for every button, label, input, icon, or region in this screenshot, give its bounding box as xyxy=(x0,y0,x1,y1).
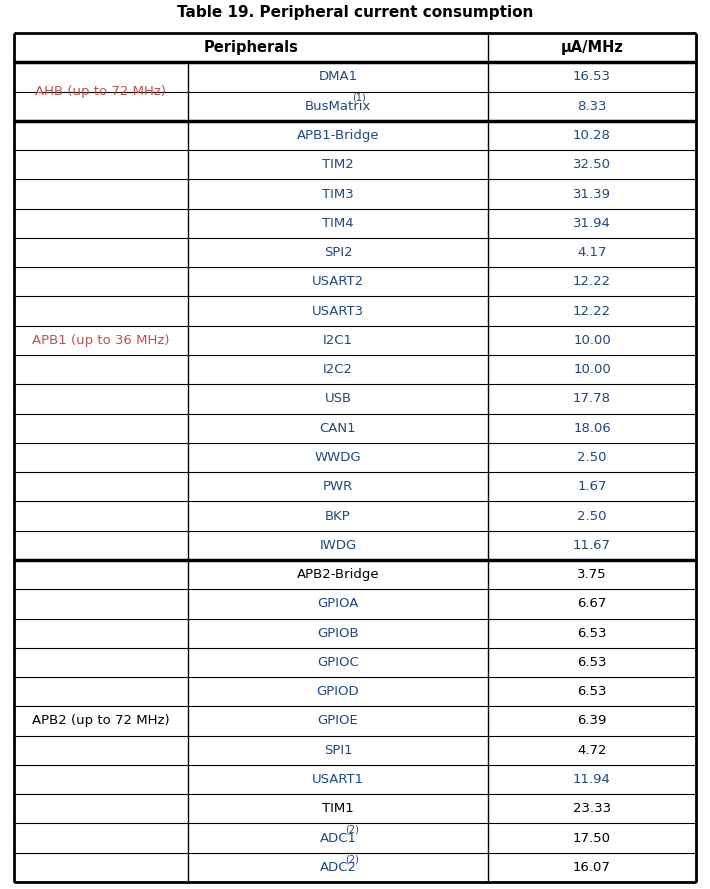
Text: APB2-Bridge: APB2-Bridge xyxy=(297,568,379,581)
Text: BKP: BKP xyxy=(325,509,351,523)
Text: USART3: USART3 xyxy=(312,305,364,317)
Text: TIM2: TIM2 xyxy=(322,158,354,172)
Text: 16.53: 16.53 xyxy=(573,70,611,84)
Text: SPI2: SPI2 xyxy=(324,246,352,259)
Text: AHB (up to 72 MHz): AHB (up to 72 MHz) xyxy=(36,85,166,98)
Text: GPIOA: GPIOA xyxy=(317,597,359,611)
Text: 4.72: 4.72 xyxy=(577,744,607,757)
Text: 11.67: 11.67 xyxy=(573,539,611,552)
Text: 32.50: 32.50 xyxy=(573,158,611,172)
Text: APB1 (up to 36 MHz): APB1 (up to 36 MHz) xyxy=(32,334,170,347)
Text: 31.94: 31.94 xyxy=(573,217,611,229)
Text: GPIOE: GPIOE xyxy=(317,715,359,727)
Text: TIM1: TIM1 xyxy=(322,802,354,815)
Text: Table 19. Peripheral current consumption: Table 19. Peripheral current consumption xyxy=(177,5,533,20)
Text: 11.94: 11.94 xyxy=(573,773,611,786)
Text: μA/MHz: μA/MHz xyxy=(561,40,623,55)
Text: IWDG: IWDG xyxy=(320,539,356,552)
Text: (2): (2) xyxy=(344,825,359,835)
Text: 10.28: 10.28 xyxy=(573,129,611,142)
Text: DMA1: DMA1 xyxy=(318,70,358,84)
Text: 4.17: 4.17 xyxy=(577,246,607,259)
Text: 12.22: 12.22 xyxy=(573,305,611,317)
Text: 12.22: 12.22 xyxy=(573,276,611,288)
Text: 1.67: 1.67 xyxy=(577,480,607,493)
Text: Peripherals: Peripherals xyxy=(204,40,298,55)
Text: ADC1: ADC1 xyxy=(320,831,356,845)
Text: PWR: PWR xyxy=(323,480,353,493)
Text: I2C2: I2C2 xyxy=(323,364,353,376)
Text: 6.53: 6.53 xyxy=(577,627,607,640)
Text: GPIOC: GPIOC xyxy=(317,656,359,669)
Text: SPI1: SPI1 xyxy=(324,744,352,757)
Text: 6.53: 6.53 xyxy=(577,685,607,698)
Text: 6.67: 6.67 xyxy=(577,597,606,611)
Text: GPIOD: GPIOD xyxy=(317,685,359,698)
Text: APB2 (up to 72 MHz): APB2 (up to 72 MHz) xyxy=(32,715,170,727)
Text: 17.78: 17.78 xyxy=(573,392,611,405)
Text: 8.33: 8.33 xyxy=(577,100,607,113)
Text: (2): (2) xyxy=(344,854,359,864)
Text: WWDG: WWDG xyxy=(315,451,361,464)
Text: 2.50: 2.50 xyxy=(577,451,607,464)
Text: 17.50: 17.50 xyxy=(573,831,611,845)
Text: APB1-Bridge: APB1-Bridge xyxy=(297,129,379,142)
Text: BusMatrix: BusMatrix xyxy=(305,100,371,113)
Text: USART1: USART1 xyxy=(312,773,364,786)
Text: 6.53: 6.53 xyxy=(577,656,607,669)
Text: GPIOB: GPIOB xyxy=(317,627,359,640)
Text: 2.50: 2.50 xyxy=(577,509,607,523)
Text: 10.00: 10.00 xyxy=(573,334,611,347)
Text: CAN1: CAN1 xyxy=(320,421,356,435)
Text: I2C1: I2C1 xyxy=(323,334,353,347)
Text: 6.39: 6.39 xyxy=(577,715,606,727)
Text: 16.07: 16.07 xyxy=(573,861,611,874)
Text: (1): (1) xyxy=(351,93,366,103)
Text: 10.00: 10.00 xyxy=(573,364,611,376)
Text: 23.33: 23.33 xyxy=(573,802,611,815)
Text: TIM3: TIM3 xyxy=(322,188,354,201)
Text: USB: USB xyxy=(324,392,351,405)
Text: TIM4: TIM4 xyxy=(322,217,354,229)
Text: USART2: USART2 xyxy=(312,276,364,288)
Text: ADC2: ADC2 xyxy=(320,861,356,874)
Text: 31.39: 31.39 xyxy=(573,188,611,201)
Text: 3.75: 3.75 xyxy=(577,568,607,581)
Text: 18.06: 18.06 xyxy=(573,421,611,435)
